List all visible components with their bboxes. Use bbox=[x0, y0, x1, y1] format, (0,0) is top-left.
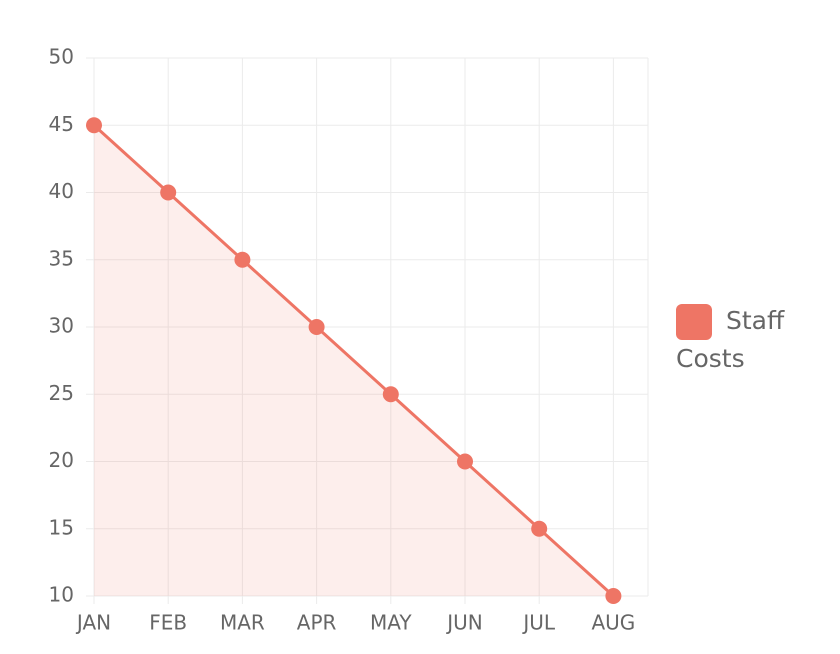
y-tick-label: 30 bbox=[49, 314, 74, 338]
x-tick-label: MAY bbox=[370, 611, 412, 635]
x-tick-label: MAR bbox=[220, 611, 265, 635]
y-tick-label: 25 bbox=[49, 381, 74, 405]
y-tick-label: 45 bbox=[49, 112, 74, 136]
point bbox=[160, 184, 177, 201]
x-tick-label: AUG bbox=[591, 611, 635, 635]
y-tick-label: 20 bbox=[49, 448, 74, 472]
x-tick-label: FEB bbox=[149, 611, 187, 635]
y-tick-label: 50 bbox=[49, 45, 74, 69]
point bbox=[234, 251, 251, 268]
legend: Staff Costs bbox=[676, 302, 804, 377]
point bbox=[605, 588, 622, 604]
area bbox=[94, 125, 614, 596]
y-tick-label: 35 bbox=[49, 246, 74, 270]
x-tick-label: JAN bbox=[75, 611, 111, 635]
y-tick-label: 10 bbox=[49, 583, 74, 607]
legend-swatch bbox=[676, 304, 712, 340]
point bbox=[382, 386, 399, 403]
point bbox=[86, 117, 102, 134]
line bbox=[92, 124, 615, 598]
legend-label: Staff Costs bbox=[676, 306, 785, 373]
x-tick-label: JUN bbox=[445, 611, 483, 635]
y-tick-label: 15 bbox=[49, 515, 74, 539]
x-tick-label: APR bbox=[297, 611, 337, 635]
point bbox=[308, 319, 325, 335]
x-tick-label: JUL bbox=[521, 611, 556, 635]
point bbox=[531, 520, 548, 537]
point bbox=[457, 453, 473, 470]
y-tick-label: 40 bbox=[49, 179, 74, 203]
